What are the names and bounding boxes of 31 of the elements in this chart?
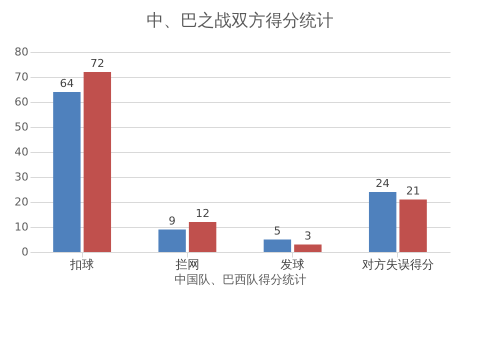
bar <box>158 230 186 252</box>
bar <box>84 72 112 252</box>
bar <box>264 240 292 252</box>
y-tick-label: 50 <box>14 120 28 134</box>
data-label: 12 <box>196 207 210 220</box>
y-tick-label: 10 <box>14 220 28 234</box>
data-label: 24 <box>376 177 390 190</box>
y-tick-label: 20 <box>14 196 28 208</box>
data-label: 72 <box>90 57 104 70</box>
data-label: 9 <box>168 214 176 228</box>
bar <box>53 92 81 252</box>
bar <box>188 222 216 252</box>
y-tick-label: 30 <box>14 170 28 184</box>
x-tick-label: 扣球 <box>69 258 94 272</box>
y-tick-label: 70 <box>14 70 28 84</box>
chart-title: 中、巴之战双方得分统计 <box>146 11 334 31</box>
x-tick-label: 对方失误得分 <box>362 258 434 272</box>
bar <box>399 200 427 252</box>
x-tick-label: 发球 <box>280 258 305 272</box>
y-tick-label: 60 <box>14 96 28 108</box>
bar <box>294 244 322 252</box>
bar <box>368 192 396 252</box>
data-label: 21 <box>406 184 420 198</box>
data-label: 3 <box>304 230 312 242</box>
x-axis-title: 中国队、巴西队得分统计 <box>174 272 306 286</box>
y-tick-label: 40 <box>14 146 28 158</box>
data-label: 5 <box>274 224 281 238</box>
y-tick-label: 0 <box>22 246 28 258</box>
y-tick-label: 80 <box>14 46 28 58</box>
data-label: 64 <box>60 77 74 90</box>
x-tick-label: 拦网 <box>175 258 200 272</box>
